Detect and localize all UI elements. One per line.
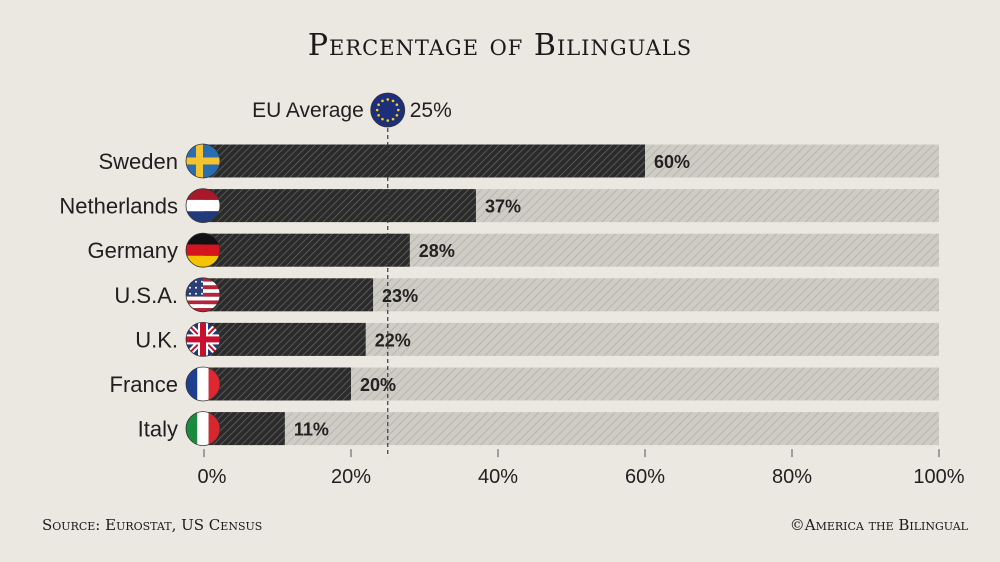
category-label-france: France bbox=[110, 372, 178, 397]
x-tick-label-0: 0% bbox=[198, 466, 227, 488]
x-tick-label-80: 80% bbox=[772, 466, 812, 488]
value-label-u-s-a: 23% bbox=[382, 286, 418, 306]
usa-flag-icon bbox=[186, 277, 220, 312]
eu-flag-icon-outline bbox=[370, 92, 406, 128]
germany-flag-icon-outline bbox=[185, 232, 221, 268]
netherlands-flag-icon-outline bbox=[185, 188, 221, 224]
x-tick-label-100: 100% bbox=[913, 466, 964, 488]
value-label-sweden: 60% bbox=[654, 152, 690, 172]
usa-flag-icon-outline bbox=[185, 277, 221, 313]
eu-average-label: EU Average bbox=[252, 99, 364, 122]
germany-flag-icon bbox=[186, 233, 220, 268]
bar-netherlands bbox=[204, 189, 476, 223]
source-note: Source: Eurostat, US Census bbox=[42, 516, 263, 534]
x-tick-label-20: 20% bbox=[331, 466, 371, 488]
sweden-flag-icon-outline bbox=[185, 143, 221, 179]
bar-germany bbox=[204, 233, 410, 267]
sweden-flag-icon bbox=[186, 144, 220, 178]
x-tick-label-40: 40% bbox=[478, 466, 518, 488]
chart-title: Percentage of Bilinguals bbox=[307, 28, 693, 63]
value-label-france: 20% bbox=[360, 375, 396, 395]
eu-average-value: 25% bbox=[410, 99, 452, 122]
france-flag-icon-outline bbox=[185, 366, 221, 402]
value-label-u-k: 22% bbox=[375, 330, 411, 350]
bar-track-italy bbox=[204, 412, 939, 446]
uk-flag-icon-outline bbox=[185, 321, 221, 357]
bar-u-s-a bbox=[204, 278, 374, 312]
uk-flag-icon bbox=[186, 322, 220, 357]
category-label-sweden: Sweden bbox=[98, 149, 178, 174]
bar-france bbox=[204, 367, 351, 401]
value-label-germany: 28% bbox=[419, 241, 455, 261]
credit-note: ©America the Bilingual bbox=[789, 516, 968, 534]
category-label-italy: Italy bbox=[138, 417, 178, 442]
category-label-netherlands: Netherlands bbox=[59, 194, 178, 219]
bar-u-k bbox=[204, 322, 366, 356]
x-tick-label-60: 60% bbox=[625, 466, 665, 488]
eu-flag-icon bbox=[370, 93, 405, 127]
category-label-u-s-a: U.S.A. bbox=[114, 283, 178, 308]
italy-flag-icon bbox=[186, 411, 220, 446]
netherlands-flag-icon bbox=[186, 188, 220, 223]
value-label-netherlands: 37% bbox=[485, 197, 521, 217]
category-label-u-k: U.K. bbox=[135, 327, 178, 352]
value-label-italy: 11% bbox=[294, 420, 329, 440]
bar-sweden bbox=[204, 144, 645, 178]
italy-flag-icon-outline bbox=[185, 411, 221, 447]
category-label-germany: Germany bbox=[88, 238, 178, 263]
france-flag-icon bbox=[186, 367, 220, 401]
